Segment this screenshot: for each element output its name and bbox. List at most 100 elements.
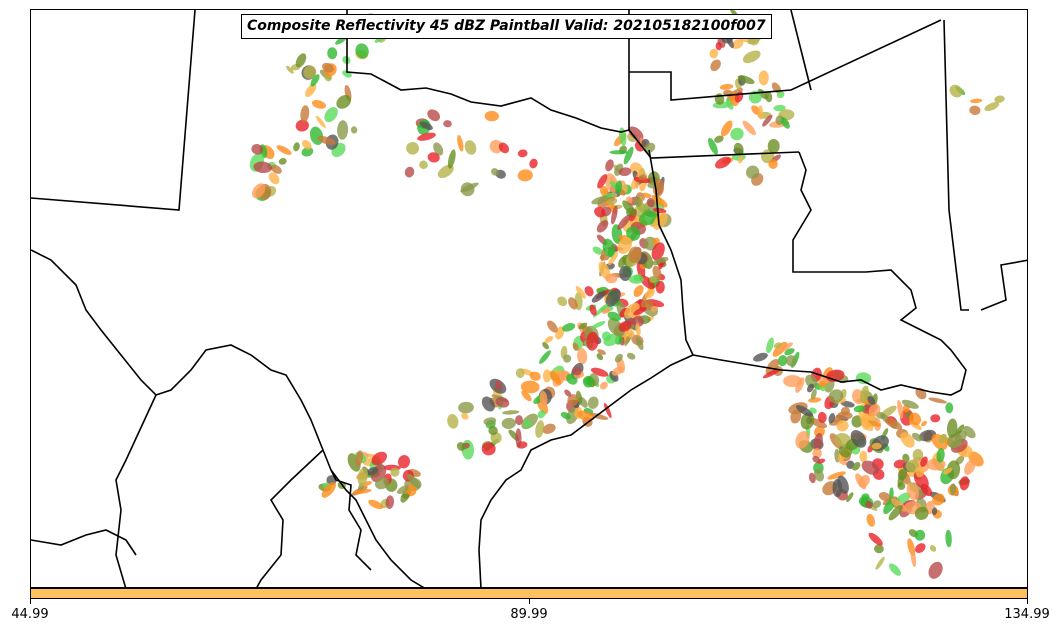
reflectivity-blob	[745, 165, 760, 179]
reflectivity-blob	[611, 366, 624, 376]
reflectivity-blob	[810, 388, 817, 400]
reflectivity-blob	[603, 403, 612, 418]
reflectivity-blob	[562, 323, 576, 332]
reflectivity-blob	[875, 556, 885, 570]
reflectivity-blob	[350, 126, 358, 134]
reflectivity-blob	[491, 168, 499, 176]
reflectivity-blob	[615, 180, 623, 194]
reflectivity-blob	[911, 432, 923, 442]
reflectivity-blob	[596, 220, 609, 233]
reflectivity-blob	[635, 336, 644, 351]
reflectivity-blob	[361, 481, 372, 487]
reflectivity-blob	[584, 286, 594, 297]
reflectivity-blob	[828, 413, 836, 424]
reflectivity-blob	[893, 459, 906, 469]
reflectivity-blob	[402, 493, 410, 499]
reflectivity-blob	[457, 134, 464, 152]
reflectivity-blob	[902, 453, 910, 463]
reflectivity-blob	[715, 42, 722, 51]
reflectivity-blob	[608, 252, 618, 266]
reflectivity-blob	[520, 380, 540, 394]
reflectivity-blob	[642, 192, 652, 198]
reflectivity-blob	[589, 412, 609, 420]
colorbar-label-min: 44.99	[11, 607, 49, 622]
reflectivity-blob	[638, 211, 658, 226]
reflectivity-blob	[949, 483, 957, 495]
reflectivity-blob	[481, 396, 495, 412]
reflectivity-blob	[936, 448, 945, 463]
reflectivity-blob	[577, 410, 595, 422]
reflectivity-blob	[776, 91, 785, 99]
reflectivity-blob	[501, 417, 516, 430]
reflectivity-blob	[628, 246, 642, 264]
reflectivity-blob	[614, 353, 623, 363]
reflectivity-blob	[649, 275, 658, 284]
reflectivity-blob	[945, 529, 952, 548]
reflectivity-blob	[969, 105, 981, 116]
reflectivity-blob	[618, 320, 632, 332]
reflectivity-blob	[888, 505, 903, 521]
reflectivity-blob	[310, 74, 320, 87]
mississippi-river	[792, 151, 967, 391]
mx-line-4	[330, 469, 372, 571]
reflectivity-blob	[813, 432, 823, 450]
reflectivity-blob	[623, 146, 634, 165]
reflectivity-blob	[315, 115, 326, 129]
map-title: Composite Reflectivity 45 dBZ Paintball …	[241, 14, 772, 39]
reflectivity-blob	[650, 305, 658, 312]
reflectivity-blob	[905, 459, 920, 473]
reflectivity-blob	[930, 414, 941, 423]
reflectivity-blob	[624, 302, 640, 319]
reflectivity-blob	[456, 442, 466, 451]
reflectivity-blob	[542, 341, 549, 350]
reflectivity-blob	[626, 226, 641, 241]
reflectivity-blob	[767, 139, 780, 154]
reflectivity-blob	[607, 249, 614, 257]
reflectivity-blob	[547, 320, 558, 333]
reflectivity-blob	[644, 288, 655, 299]
reflectivity-blob	[731, 39, 744, 49]
reflectivity-blob	[589, 304, 597, 316]
reflectivity-blob	[737, 155, 744, 164]
reflectivity-blob	[619, 265, 632, 281]
reflectivity-blobs	[249, 10, 1005, 579]
reflectivity-blob	[928, 397, 947, 404]
reflectivity-blob	[653, 212, 668, 230]
reflectivity-blob	[635, 323, 641, 336]
reflectivity-blob	[921, 420, 927, 427]
reflectivity-blob	[535, 420, 545, 438]
reflectivity-blob	[447, 149, 456, 169]
reflectivity-blob	[652, 207, 667, 214]
reflectivity-blob	[529, 371, 541, 381]
reflectivity-blob	[560, 411, 571, 420]
ok-tx-border	[346, 10, 630, 133]
reflectivity-blob	[818, 381, 827, 388]
colorbar-label-max: 134.99	[1004, 607, 1050, 622]
reflectivity-blob	[715, 156, 731, 169]
reflectivity-blob	[646, 197, 655, 208]
reflectivity-blob	[914, 529, 926, 541]
reflectivity-blob	[587, 396, 599, 409]
reflectivity-blob	[758, 105, 764, 120]
reflectivity-blob	[582, 375, 594, 388]
reflectivity-blob	[517, 149, 528, 158]
reflectivity-blob	[539, 350, 551, 364]
colorbar-label-mid: 89.99	[510, 607, 548, 622]
reflectivity-blob	[753, 352, 768, 362]
reflectivity-blob	[868, 420, 881, 427]
reflectivity-blob	[861, 460, 879, 475]
rio-grande	[31, 249, 425, 587]
ms-north	[790, 10, 812, 91]
reflectivity-blob	[730, 127, 744, 141]
reflectivity-blob	[443, 120, 452, 128]
reflectivity-blob	[419, 121, 433, 131]
reflectivity-blob	[955, 424, 965, 437]
reflectivity-blob	[897, 399, 904, 419]
la-coast	[692, 354, 962, 396]
reflectivity-blob	[915, 543, 926, 554]
reflectivity-blob	[300, 105, 310, 123]
reflectivity-blob	[419, 160, 428, 170]
reflectivity-blob	[651, 257, 669, 266]
reflectivity-blob	[855, 372, 872, 385]
reflectivity-blob	[592, 246, 603, 255]
